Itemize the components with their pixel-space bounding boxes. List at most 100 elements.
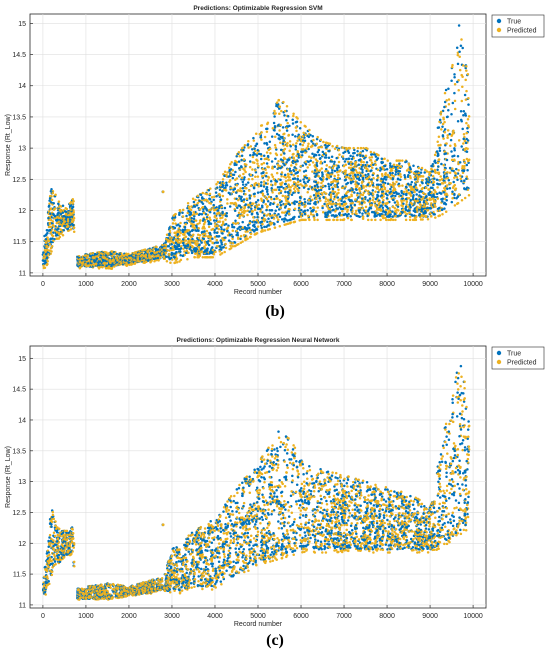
- predicted-point: [181, 208, 185, 212]
- predicted-point: [413, 216, 417, 219]
- predicted-point: [466, 159, 470, 163]
- predicted-point: [358, 190, 362, 193]
- true-point: [218, 244, 222, 248]
- predicted-point: [307, 142, 310, 145]
- true-point: [428, 178, 431, 182]
- true-point: [291, 122, 295, 125]
- predicted-point: [311, 188, 314, 191]
- true-point: [202, 217, 205, 221]
- true-point: [411, 195, 415, 199]
- predicted-point: [49, 208, 52, 211]
- predicted-point: [219, 216, 222, 220]
- predicted-point: [457, 78, 460, 82]
- true-point: [438, 146, 441, 150]
- true-point: [241, 183, 245, 186]
- predicted-point: [148, 255, 151, 258]
- predicted-point: [428, 173, 431, 177]
- predicted-point: [243, 186, 247, 190]
- predicted-point: [374, 204, 377, 207]
- true-point: [388, 162, 392, 165]
- true-point: [450, 200, 454, 204]
- predicted-point: [200, 250, 204, 253]
- predicted-point: [348, 146, 352, 150]
- predicted-point: [415, 186, 418, 189]
- true-point: [310, 139, 313, 143]
- true-point: [260, 181, 263, 184]
- predicted-point: [425, 170, 429, 173]
- true-point: [284, 214, 287, 217]
- true-point: [463, 179, 466, 182]
- predicted-point: [268, 147, 272, 150]
- predicted-point: [187, 251, 190, 254]
- true-point: [327, 185, 331, 188]
- true-point: [346, 149, 350, 153]
- predicted-point: [196, 201, 199, 205]
- predicted-point: [372, 196, 375, 199]
- predicted-point: [280, 211, 284, 214]
- predicted-point: [455, 176, 459, 179]
- true-point: [331, 214, 335, 217]
- predicted-point: [415, 174, 419, 177]
- predicted-point: [443, 150, 446, 153]
- true-point: [349, 180, 353, 184]
- predicted-point: [267, 158, 270, 161]
- predicted-point: [125, 253, 129, 257]
- predicted-point: [451, 130, 455, 134]
- predicted-point: [264, 168, 267, 172]
- predicted-point: [292, 181, 296, 184]
- predicted-point: [324, 169, 327, 173]
- predicted-point: [203, 241, 207, 244]
- predicted-point: [197, 245, 201, 249]
- true-point: [331, 187, 335, 191]
- true-point: [412, 164, 415, 167]
- predicted-point: [384, 202, 388, 205]
- true-point: [193, 214, 196, 218]
- predicted-point: [302, 131, 305, 135]
- predicted-point: [229, 173, 233, 177]
- predicted-point: [393, 183, 397, 186]
- predicted-point: [240, 208, 243, 211]
- predicted-point: [407, 162, 411, 166]
- predicted-point: [412, 171, 416, 175]
- true-point: [390, 195, 393, 198]
- true-point: [50, 240, 53, 244]
- predicted-point: [346, 208, 349, 211]
- predicted-point: [64, 207, 67, 210]
- predicted-point: [144, 256, 148, 259]
- true-point: [263, 142, 266, 145]
- true-point: [233, 241, 237, 244]
- predicted-point: [55, 231, 59, 234]
- predicted-point: [168, 249, 171, 252]
- predicted-point: [273, 143, 277, 147]
- predicted-point: [263, 229, 267, 232]
- predicted-point: [295, 142, 298, 145]
- predicted-point: [387, 175, 390, 178]
- true-point: [287, 158, 291, 161]
- true-point: [299, 196, 302, 200]
- true-point: [306, 180, 310, 184]
- predicted-point: [341, 155, 345, 158]
- true-point: [63, 210, 67, 213]
- predicted-point: [72, 200, 75, 203]
- predicted-point: [361, 215, 365, 219]
- true-point: [400, 191, 404, 195]
- predicted-point: [391, 181, 395, 184]
- true-point: [356, 173, 360, 177]
- true-point: [274, 157, 277, 161]
- true-point: [314, 153, 318, 157]
- true-point: [380, 194, 384, 197]
- true-point: [309, 159, 312, 162]
- predicted-point: [368, 175, 371, 178]
- predicted-point: [284, 176, 288, 179]
- true-point: [364, 195, 367, 199]
- points-layer: [41, 24, 471, 271]
- predicted-point: [174, 261, 177, 264]
- predicted-point: [257, 203, 261, 207]
- predicted-point: [257, 182, 260, 186]
- true-point: [62, 214, 66, 218]
- predicted-point: [197, 227, 200, 230]
- predicted-point: [253, 184, 256, 187]
- predicted-point: [240, 176, 244, 180]
- true-point: [169, 246, 172, 250]
- predicted-point: [321, 210, 325, 214]
